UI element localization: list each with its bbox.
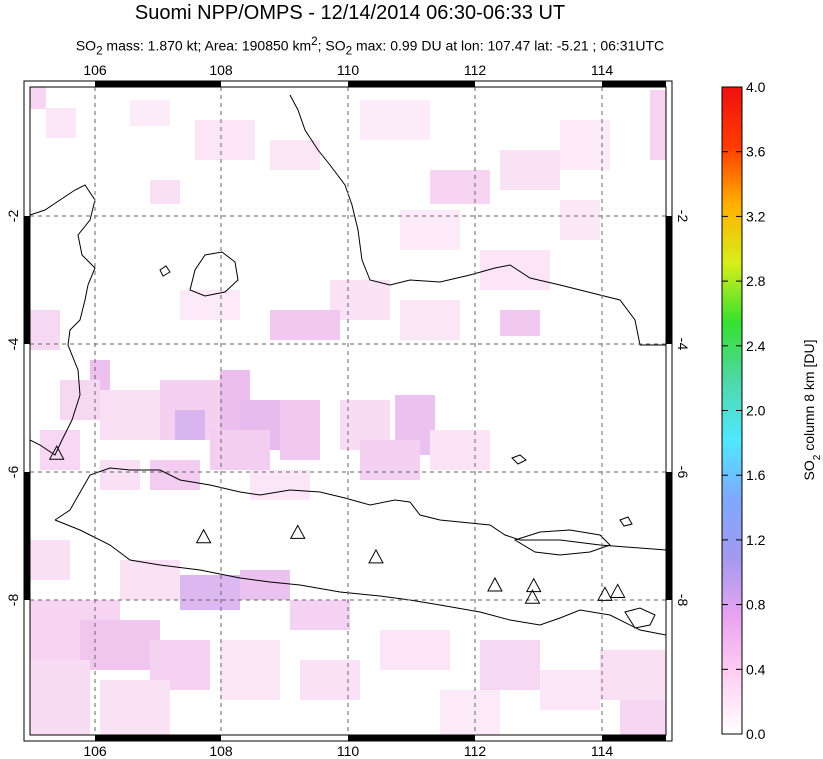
- map-title: Suomi NPP/OMPS - 12/14/2014 06:30-06:33 …: [134, 2, 566, 24]
- lon-tick-top: 114: [591, 62, 614, 78]
- colorbar-tick-label: 2.0: [746, 403, 766, 419]
- lat-tick-labels-right: -2 -4 -6 -8: [675, 210, 691, 607]
- lon-tick-bottom: 110: [337, 743, 360, 759]
- lon-tick-labels-bottom: 106 108 110 112 114: [83, 743, 613, 759]
- graticule: [30, 87, 666, 735]
- colorbar-tick-label: 3.6: [746, 144, 766, 160]
- colorbar-tick-label: 0.8: [746, 597, 766, 613]
- colorbar-title: SO2 column 8 km [DU]: [801, 340, 823, 481]
- map-frame: [23, 80, 673, 742]
- java-south-coast: [54, 519, 666, 636]
- colorbar-ticks: 0.0 0.4 0.8 1.2 1.6 2.0 2.4 2.8 3.2 3.6 4.0: [722, 79, 766, 742]
- map-subtitle: SO2 mass: 1.870 kt; Area: 190850 km2; SO…: [0, 35, 740, 57]
- volcano-marker: [289, 524, 306, 539]
- volcano-marker: [195, 528, 212, 544]
- belitung-island: [159, 265, 171, 277]
- volcano-marker: [524, 589, 541, 604]
- volcano-markers: [48, 445, 626, 604]
- colorbar-tick-label: 2.8: [746, 273, 766, 289]
- lat-tick-left: -2: [5, 210, 21, 223]
- lon-tick-top: 112: [464, 62, 487, 78]
- colorbar-tick-label: 0.4: [746, 661, 766, 677]
- lat-tick-left: -8: [5, 594, 21, 607]
- subtitle-sub2: 2: [345, 44, 353, 58]
- subtitle-sup: 2: [311, 35, 318, 48]
- madura-island: [513, 529, 611, 556]
- lat-tick-left: -4: [5, 338, 21, 351]
- colorbar-tick-label: 2.4: [746, 338, 766, 354]
- borneo-coast: [289, 94, 666, 346]
- coastlines: [30, 94, 666, 636]
- bangka-island: [189, 251, 239, 297]
- colorbar-tick-label: 4.0: [746, 79, 766, 95]
- karimunjawa: [511, 454, 527, 465]
- lat-tick-labels-left: -2 -4 -6 -8: [5, 210, 21, 607]
- volcano-marker: [597, 586, 613, 601]
- volcano-marker: [609, 583, 626, 598]
- lat-tick-right: -6: [675, 466, 691, 479]
- subtitle-sub1: 2: [96, 44, 103, 58]
- lat-tick-right: -2: [675, 210, 691, 223]
- volcano-marker: [368, 548, 384, 564]
- lon-tick-bottom: 108: [209, 743, 233, 759]
- volcano-marker: [48, 445, 65, 460]
- lon-tick-labels-top: 106 108 110 112 114: [83, 62, 613, 78]
- lon-tick-bottom: 114: [591, 743, 614, 759]
- lat-tick-left: -6: [5, 466, 21, 479]
- lon-tick-top: 106: [83, 62, 107, 78]
- subtitle-part3: max: 0.99 DU at lon: 107.47 lat: -5.21 ;…: [352, 37, 665, 54]
- lat-tick-right: -8: [675, 594, 691, 607]
- colorbar-tick-label: 1.6: [746, 467, 766, 483]
- subtitle-part2: ; SO: [317, 37, 346, 54]
- sumatra-coast: [30, 184, 96, 456]
- lon-tick-top: 110: [337, 62, 360, 78]
- kangean: [619, 516, 633, 527]
- subtitle-part1: mass: 1.870 kt; Area: 190850 km: [102, 37, 312, 54]
- colorbar-tick-label: 1.2: [746, 532, 766, 548]
- subtitle-so: SO: [75, 37, 97, 54]
- lon-tick-bottom: 106: [83, 743, 107, 759]
- lon-tick-top: 108: [209, 62, 233, 78]
- colorbar-tick-label: 3.2: [746, 208, 766, 224]
- volcano-marker: [487, 576, 503, 592]
- lat-tick-right: -4: [675, 338, 691, 351]
- bali-island: [624, 607, 656, 629]
- lon-tick-bottom: 112: [464, 743, 487, 759]
- colorbar: 0.0 0.4 0.8 1.2 1.6 2.0 2.4 2.8 3.2 3.6 4.0 SO2 co…: [721, 79, 823, 742]
- colorbar-tick-label: 0.0: [746, 726, 766, 742]
